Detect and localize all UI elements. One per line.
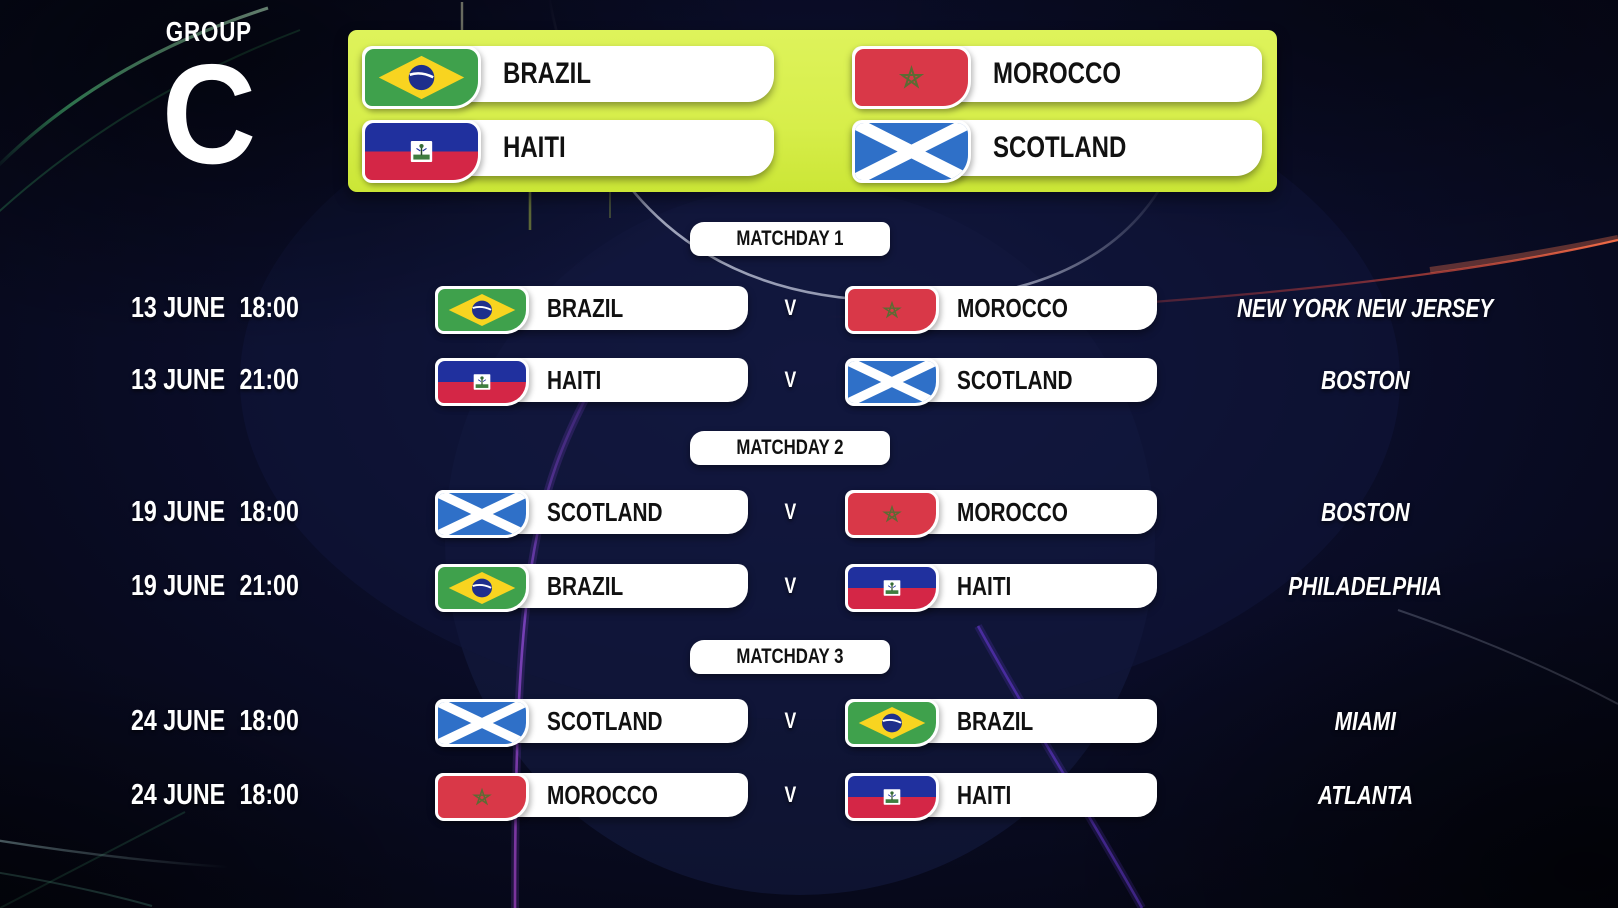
home-team-pill: BRAZIL: [435, 564, 748, 612]
fixture-time: 18:00: [239, 778, 299, 811]
fixture-time: 18:00: [239, 291, 299, 324]
brazil-flag-icon: [362, 46, 481, 109]
fixture-row: 13 JUNE 18:00 BRAZIL V MOROCCO NEW YORK N…: [0, 286, 1618, 334]
versus-label: V: [784, 782, 796, 807]
team-pill-brazil: BRAZIL: [362, 46, 774, 109]
versus-label: V: [784, 573, 796, 598]
home-team-pill: MOROCCO: [435, 773, 748, 821]
home-team-pill: BRAZIL: [435, 286, 748, 334]
home-team-name: SCOTLAND: [547, 705, 663, 736]
fixture-date: 19 JUNE: [131, 569, 226, 602]
team-pill-morocco: MOROCCO: [852, 46, 1262, 109]
away-team-pill: MOROCCO: [845, 490, 1157, 538]
haiti-flag-icon: [845, 773, 939, 821]
away-team-name: HAITI: [957, 570, 1012, 601]
away-team-pill: SCOTLAND: [845, 358, 1157, 406]
away-team-pill: HAITI: [845, 564, 1157, 612]
home-team-pill: SCOTLAND: [435, 490, 748, 538]
matchday-label: MATCHDAY 3: [736, 645, 844, 668]
fixture-datetime: 19 JUNE 18:00: [95, 490, 335, 534]
fixture-datetime: 24 JUNE 18:00: [95, 773, 335, 817]
home-team-name: SCOTLAND: [547, 496, 663, 527]
venue-label: BOSTON: [1320, 496, 1410, 527]
venue-label: BOSTON: [1320, 364, 1410, 395]
away-team-name: SCOTLAND: [957, 364, 1073, 395]
fixture-time: 21:00: [239, 363, 299, 396]
scotland-flag-icon: [435, 490, 529, 538]
fixture-datetime: 19 JUNE 21:00: [95, 564, 335, 608]
fixture-date: 19 JUNE: [131, 495, 226, 528]
team-name: MOROCCO: [993, 57, 1121, 90]
fixture-row: 24 JUNE 18:00 SCOTLAND V BRAZIL MIAMI: [0, 699, 1618, 747]
haiti-flag-icon: [435, 358, 529, 406]
group-letter: C: [161, 35, 257, 194]
versus-label: V: [784, 708, 796, 733]
morocco-flag-icon: [435, 773, 529, 821]
venue-label: ATLANTA: [1317, 779, 1413, 810]
brazil-flag-icon: [845, 699, 939, 747]
matchday-1-header: MATCHDAY 1: [690, 222, 890, 256]
haiti-flag-icon: [362, 120, 481, 183]
fixture-date: 24 JUNE: [131, 778, 226, 811]
scotland-flag-icon: [852, 120, 971, 183]
fixture-row: 13 JUNE 21:00 HAITI V SCOTLAND BOSTON: [0, 358, 1618, 406]
matchday-label: MATCHDAY 2: [736, 436, 844, 459]
brazil-flag-icon: [435, 564, 529, 612]
haiti-flag-icon: [845, 564, 939, 612]
fixture-date: 13 JUNE: [131, 363, 226, 396]
venue-label: NEW YORK NEW JERSEY: [1236, 292, 1494, 323]
brazil-flag-icon: [435, 286, 529, 334]
home-team-pill: HAITI: [435, 358, 748, 406]
fixture-datetime: 24 JUNE 18:00: [95, 699, 335, 743]
scotland-flag-icon: [435, 699, 529, 747]
morocco-flag-icon: [845, 286, 939, 334]
fixture-row: 19 JUNE 21:00 BRAZIL V HAITI PHILADELPHIA: [0, 564, 1618, 612]
fixture-row: 19 JUNE 18:00 SCOTLAND V MOROCCO BOSTON: [0, 490, 1618, 538]
home-team-name: BRAZIL: [547, 292, 624, 323]
venue-label: MIAMI: [1334, 705, 1396, 736]
fixture-time: 18:00: [239, 495, 299, 528]
team-name: SCOTLAND: [993, 131, 1127, 164]
matchday-label: MATCHDAY 1: [736, 227, 844, 250]
versus-label: V: [784, 499, 796, 524]
venue-label: PHILADELPHIA: [1288, 570, 1442, 601]
group-badge: GROUP C: [128, 16, 290, 194]
home-team-name: BRAZIL: [547, 570, 624, 601]
versus-label: V: [784, 367, 796, 392]
fixture-time: 21:00: [239, 569, 299, 602]
morocco-flag-icon: [852, 46, 971, 109]
morocco-flag-icon: [845, 490, 939, 538]
matchday-3-header: MATCHDAY 3: [690, 640, 890, 674]
away-team-pill: MOROCCO: [845, 286, 1157, 334]
away-team-pill: BRAZIL: [845, 699, 1157, 747]
away-team-name: BRAZIL: [957, 705, 1034, 736]
home-team-name: HAITI: [547, 364, 602, 395]
team-name: HAITI: [503, 131, 566, 164]
team-pill-scotland: SCOTLAND: [852, 120, 1262, 183]
away-team-name: MOROCCO: [957, 496, 1068, 527]
fixture-datetime: 13 JUNE 18:00: [95, 286, 335, 330]
away-team-name: HAITI: [957, 779, 1012, 810]
fixture-date: 24 JUNE: [131, 704, 226, 737]
fixture-row: 24 JUNE 18:00 MOROCCO V HAITI ATLANTA: [0, 773, 1618, 821]
versus-label: V: [784, 295, 796, 320]
away-team-name: MOROCCO: [957, 292, 1068, 323]
scotland-flag-icon: [845, 358, 939, 406]
home-team-pill: SCOTLAND: [435, 699, 748, 747]
away-team-pill: HAITI: [845, 773, 1157, 821]
team-name: BRAZIL: [503, 57, 591, 90]
fixture-time: 18:00: [239, 704, 299, 737]
fixture-datetime: 13 JUNE 21:00: [95, 358, 335, 402]
group-teams-panel: BRAZIL MOROCCO HAITI SCOTLAND: [348, 30, 1277, 192]
home-team-name: MOROCCO: [547, 779, 658, 810]
matchday-2-header: MATCHDAY 2: [690, 431, 890, 465]
fixture-date: 13 JUNE: [131, 291, 226, 324]
team-pill-haiti: HAITI: [362, 120, 774, 183]
